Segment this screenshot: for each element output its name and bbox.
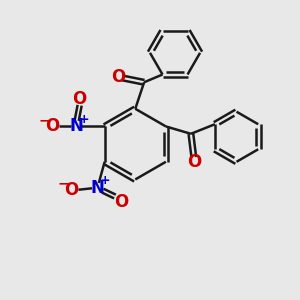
Text: O: O	[114, 194, 129, 211]
Text: N: N	[70, 117, 84, 135]
Text: −: −	[38, 113, 50, 127]
Text: +: +	[79, 112, 89, 126]
Text: N: N	[90, 179, 104, 197]
Text: O: O	[73, 90, 87, 108]
Text: O: O	[64, 181, 79, 199]
Text: O: O	[45, 117, 59, 135]
Text: −: −	[58, 176, 70, 190]
Text: O: O	[187, 153, 201, 171]
Text: O: O	[111, 68, 125, 86]
Text: +: +	[99, 174, 110, 188]
